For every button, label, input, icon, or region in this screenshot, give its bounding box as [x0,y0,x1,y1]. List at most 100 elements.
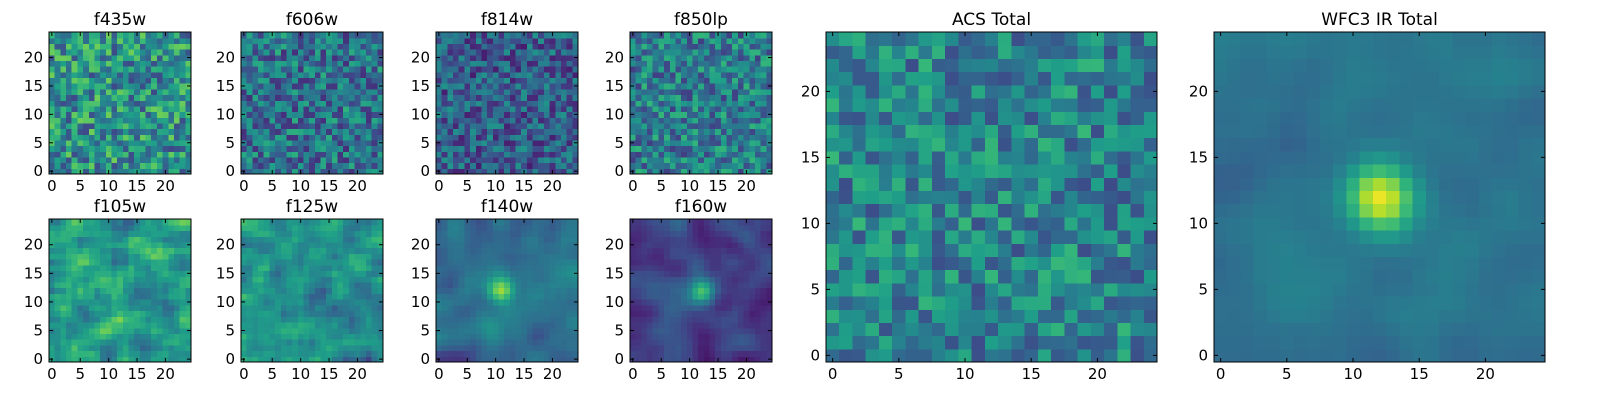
heatmap-cell [1492,309,1506,323]
x-tick-label: 5 [462,177,472,195]
heatmap-cell [1372,230,1387,244]
heatmap-cell [1319,58,1334,73]
heatmap-cell [641,43,648,50]
heatmap-cell [543,105,551,113]
heatmap-cell [464,100,471,107]
heatmap-cell [156,54,164,61]
heatmap-cell [709,111,716,118]
heatmap-cell [343,122,350,130]
heatmap-cell [365,145,373,152]
heatmap-cell [128,128,135,135]
heatmap-cell [151,327,158,334]
heatmap-cell [66,304,73,312]
heatmap-cell [309,43,316,50]
heatmap-cell [1359,164,1374,178]
heatmap-cell [998,203,1012,218]
heatmap-cell [458,60,465,67]
heatmap-cell [77,350,84,357]
heatmap-cell [566,105,573,113]
heatmap-cell [88,264,96,272]
heatmap-cell [1492,32,1506,46]
heatmap-cell [105,327,113,334]
heatmap-cell [122,134,130,141]
heatmap-cell [117,276,124,283]
heatmap-cell [139,49,147,56]
heatmap-cell [931,190,946,205]
heatmap-cell [117,151,124,158]
heatmap-cell [246,60,253,67]
heatmap-cell [1399,348,1414,363]
heatmap-cell [1465,111,1480,125]
heatmap-cell [354,145,361,152]
heatmap-cell [331,304,339,312]
heatmap-cell [487,156,494,164]
heatmap-cell [54,162,61,169]
heatmap-cell [865,256,880,271]
heatmap-cell [292,316,299,323]
heatmap-cell [83,43,90,50]
heatmap-cell [453,100,460,107]
heatmap-cell [246,134,253,141]
heatmap-cell [54,264,61,272]
heatmap-cell [168,117,175,124]
heatmap-cell [145,162,152,169]
heatmap-cell [292,151,299,158]
heatmap-cell [1505,269,1520,284]
heatmap-cell [252,117,259,124]
heatmap-cell [1306,71,1321,86]
heatmap-cell [77,236,84,243]
heatmap-cell [698,49,705,56]
x-tick-label: 0 [47,365,57,383]
heatmap-cell [675,162,682,169]
heatmap-cell [179,117,186,124]
heatmap-cell [1386,335,1400,350]
heatmap-cell [320,310,327,317]
heatmap-cell [88,219,96,226]
heatmap-cell [168,299,175,306]
heatmap-cell [1372,282,1387,297]
heatmap-cell [1011,216,1026,231]
heatmap-cell [1051,216,1065,231]
heatmap-cell [286,339,293,346]
heatmap-cell [360,310,367,317]
heatmap-cell [892,230,907,244]
heatmap-cell [1064,190,1079,205]
heatmap-cell [365,66,373,73]
heatmap-cell [692,54,699,61]
heatmap-cell [715,94,722,101]
heatmap-cell [94,66,101,73]
y-tick-label: 20 [24,236,43,254]
heatmap-cell [526,100,534,107]
heatmap-cell [292,310,299,317]
heatmap-cell [572,122,579,130]
heatmap-cell [458,94,465,101]
heatmap-cell [343,304,350,312]
heatmap-cell [481,162,488,169]
heatmap-cell [1531,296,1546,310]
heatmap-cell [269,304,276,312]
heatmap-cell [669,60,677,67]
heatmap-cell [292,128,299,135]
heatmap-cell [286,66,293,73]
heatmap-cell [1227,150,1242,165]
heatmap-cell [258,71,265,79]
heatmap-cell [88,356,96,363]
heatmap-cell [117,145,124,152]
heatmap-cell [487,83,494,90]
heatmap-cell [1024,71,1039,86]
heatmap-cell [360,344,367,352]
heatmap-cell [145,37,152,44]
heatmap-cell [60,71,67,79]
heatmap-cell [572,37,579,44]
heatmap-cell [241,49,248,56]
heatmap-cell [664,100,671,107]
heatmap-cell [754,100,762,107]
heatmap-cell [865,164,880,178]
heatmap-cell [1412,335,1427,350]
heatmap-cell [66,145,73,152]
heatmap-cell [865,322,880,337]
heatmap-cell [652,100,659,107]
heatmap-cell [88,60,96,67]
heatmap-cell [151,299,158,306]
